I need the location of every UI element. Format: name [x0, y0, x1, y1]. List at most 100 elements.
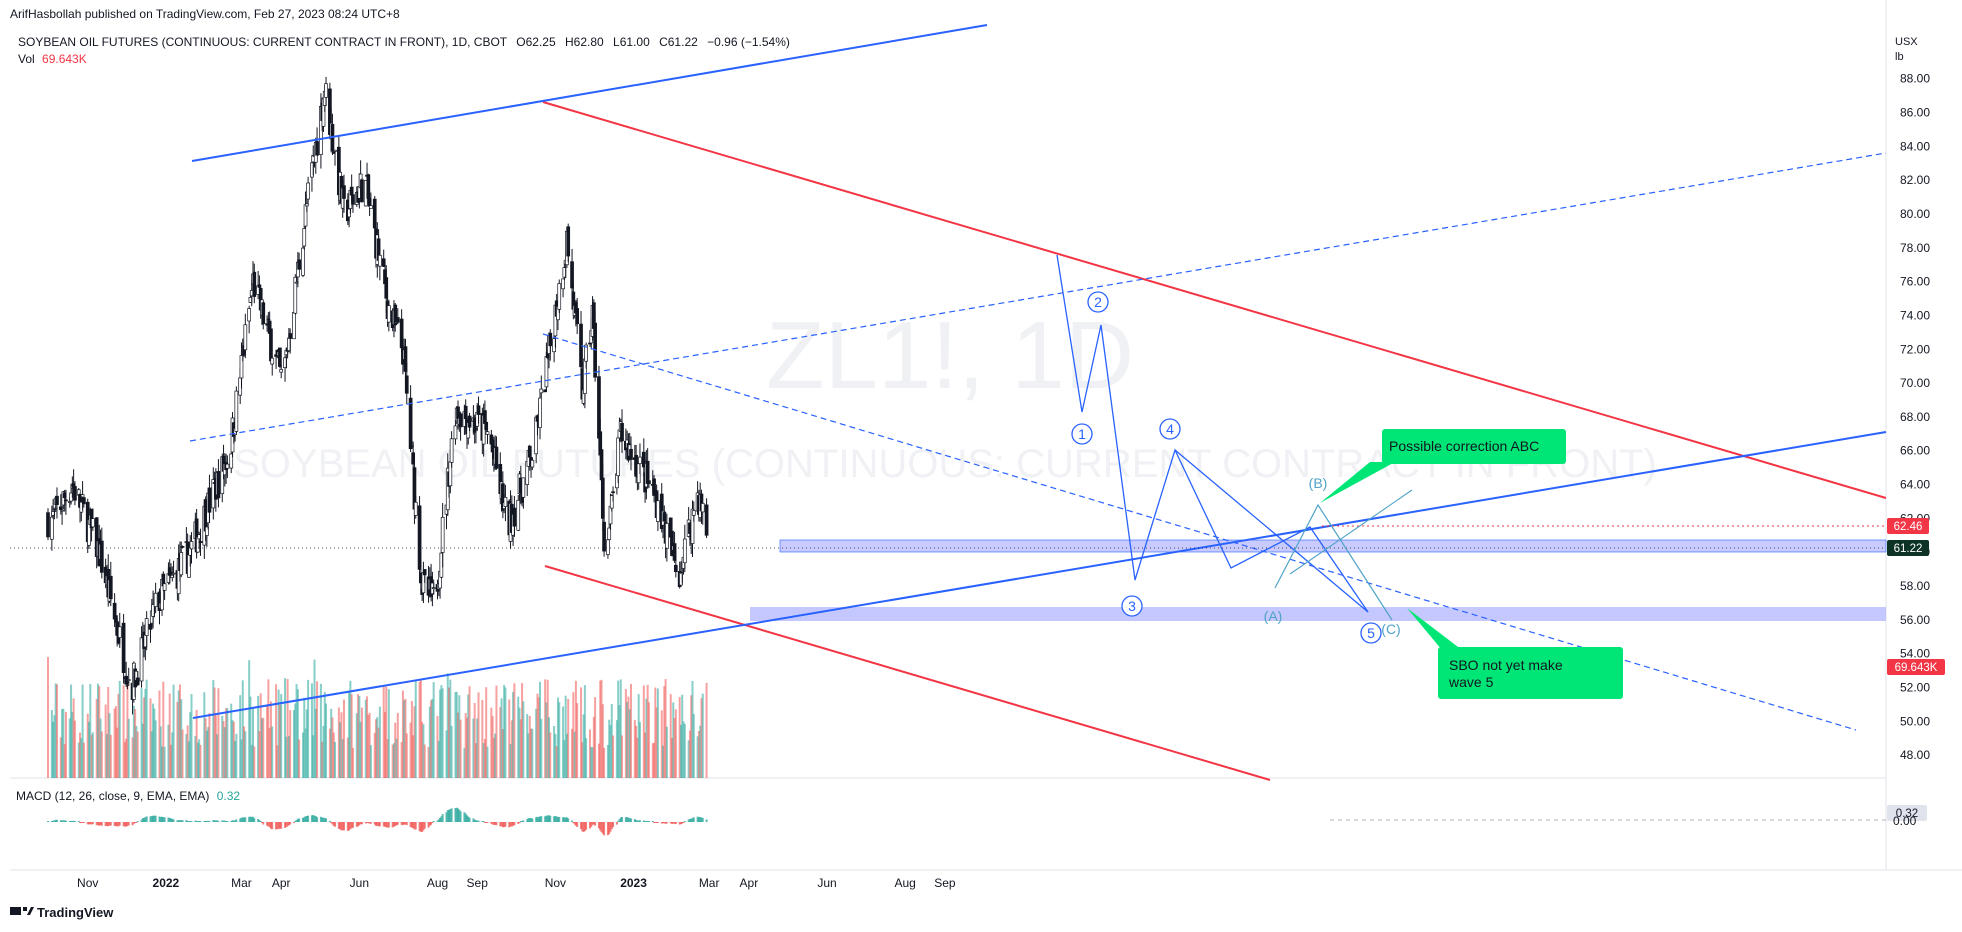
abc-projection-line[interactable]: [1289, 489, 1413, 575]
y-tick-label: 82.00: [1900, 173, 1930, 187]
x-tick-label: Sep: [467, 876, 489, 890]
macd-bar: [350, 822, 353, 829]
macd-bar: [674, 822, 677, 825]
y-tick-label: 74.00: [1900, 308, 1930, 322]
macd-bar: [682, 822, 685, 823]
volume-bar: [455, 691, 458, 778]
time-axis[interactable]: Nov 2022 Mar Apr Jun Aug Sep Nov 2023 Mar Apr Jun Au…: [77, 876, 956, 890]
candle-body: [148, 623, 153, 630]
candle-body: [665, 523, 669, 549]
macd-bar: [376, 822, 379, 826]
volume-bar: [364, 699, 367, 778]
svg-text:62.46: 62.46: [1894, 521, 1923, 533]
volume-bar: [284, 678, 287, 778]
macd-bar: [392, 822, 395, 827]
y-tick-label: 76.00: [1900, 275, 1930, 289]
macd-bar: [431, 822, 434, 824]
macd-bar: [305, 816, 308, 822]
volume-bar: [253, 746, 256, 778]
volume-bar: [448, 687, 451, 778]
macd-bar: [609, 822, 612, 832]
publisher-line: ArifHasbollah published on TradingView.c…: [10, 7, 400, 21]
macd-bar: [521, 821, 524, 822]
macd-bar: [619, 817, 622, 822]
wave-label-b[interactable]: (B): [1309, 475, 1328, 491]
macd-bar: [366, 822, 369, 823]
macd-bar: [571, 820, 574, 822]
macd-bar: [403, 822, 406, 825]
volume-bar: [81, 684, 84, 778]
macd-bar: [96, 822, 99, 826]
wave-label-4[interactable]: 4: [1159, 418, 1181, 440]
macd-bar: [144, 817, 147, 822]
macd-bar: [47, 821, 49, 822]
macd-legend[interactable]: MACD (12, 26, close, 9, EMA, EMA) 0.32: [16, 789, 240, 803]
volume-bar: [63, 744, 66, 778]
note-sbo-wave5[interactable]: SBO not yet make wave 5: [1407, 608, 1623, 699]
wave-label-3[interactable]: 3: [1121, 595, 1143, 617]
wave-label-5[interactable]: 5: [1360, 622, 1382, 644]
upper-blue-trend-line[interactable]: [191, 24, 988, 162]
macd-bar: [594, 822, 597, 826]
lower-channel-red-line[interactable]: [544, 565, 1271, 781]
volume-bar: [554, 734, 557, 778]
volume-legend[interactable]: Vol 69.643K: [18, 52, 87, 66]
volume-bar: [592, 716, 595, 778]
candle-body: [73, 486, 77, 501]
wave-label-1[interactable]: 1: [1071, 423, 1093, 445]
volume-bar: [404, 698, 407, 778]
volume-bar: [90, 734, 93, 778]
upper-channel-red-line[interactable]: [542, 101, 1887, 499]
volume-bar: [351, 747, 354, 778]
wave-label-2[interactable]: 2: [1087, 291, 1109, 313]
volume-bar: [187, 741, 190, 778]
support-zone-upper[interactable]: [779, 539, 1887, 553]
elliott-wave-path[interactable]: [1056, 254, 1369, 613]
macd-bar: [163, 817, 166, 822]
symbol-legend[interactable]: SOYBEAN OIL FUTURES (CONTINUOUS: CURRENT…: [18, 35, 790, 49]
abc-correction-path[interactable]: [1274, 503, 1393, 621]
macd-bar: [342, 822, 345, 831]
wave-label-c[interactable]: (C): [1381, 621, 1400, 637]
macd-bar: [463, 812, 466, 822]
macd-bar: [626, 817, 629, 822]
macd-bar: [562, 817, 565, 822]
candle-body: [606, 539, 610, 555]
volume-bar: [383, 711, 386, 778]
note-possible-correction[interactable]: Possible correction ABC: [1320, 429, 1566, 503]
candle-body: [55, 495, 59, 505]
macd-bar: [267, 822, 270, 827]
volume-bar: [481, 699, 484, 778]
symbol-title[interactable]: SOYBEAN OIL FUTURES (CONTINUOUS: CURRENT…: [18, 35, 507, 49]
volume-bar: [325, 703, 328, 778]
macd-bar: [241, 817, 244, 822]
macd-bar: [567, 818, 570, 822]
macd-bar: [555, 816, 558, 822]
volume-bar: [337, 707, 340, 778]
candle-body: [207, 487, 212, 513]
volume-bar: [522, 701, 525, 778]
support-zone-lower[interactable]: [750, 607, 1886, 621]
volume-bar: [230, 703, 233, 778]
lower-blue-trend-line[interactable]: [192, 431, 1887, 719]
macd-bar: [358, 822, 361, 826]
blue-dashed-upper-line[interactable]: [189, 152, 1887, 442]
macd-bar: [203, 821, 206, 822]
volume-bar: [629, 683, 632, 778]
macd-bar: [364, 822, 367, 824]
wave-label-a[interactable]: (A): [1264, 608, 1283, 624]
volume-bar: [396, 712, 399, 778]
macd-bar: [519, 821, 522, 822]
volume-bar: [346, 737, 349, 778]
volume-bar: [105, 734, 108, 778]
price-axis[interactable]: 48.0050.0052.0054.0056.0058.0060.0062.00…: [1900, 72, 1930, 762]
wave4-to-wave5-line[interactable]: [1174, 449, 1369, 613]
blue-dashed-lower-line[interactable]: [542, 333, 1857, 731]
volume-bar: [386, 739, 389, 778]
volume-bar: [465, 717, 468, 778]
macd-bar: [195, 821, 198, 822]
volume-bar: [418, 681, 421, 778]
macd-bar: [528, 817, 531, 822]
macd-bar: [410, 822, 413, 828]
